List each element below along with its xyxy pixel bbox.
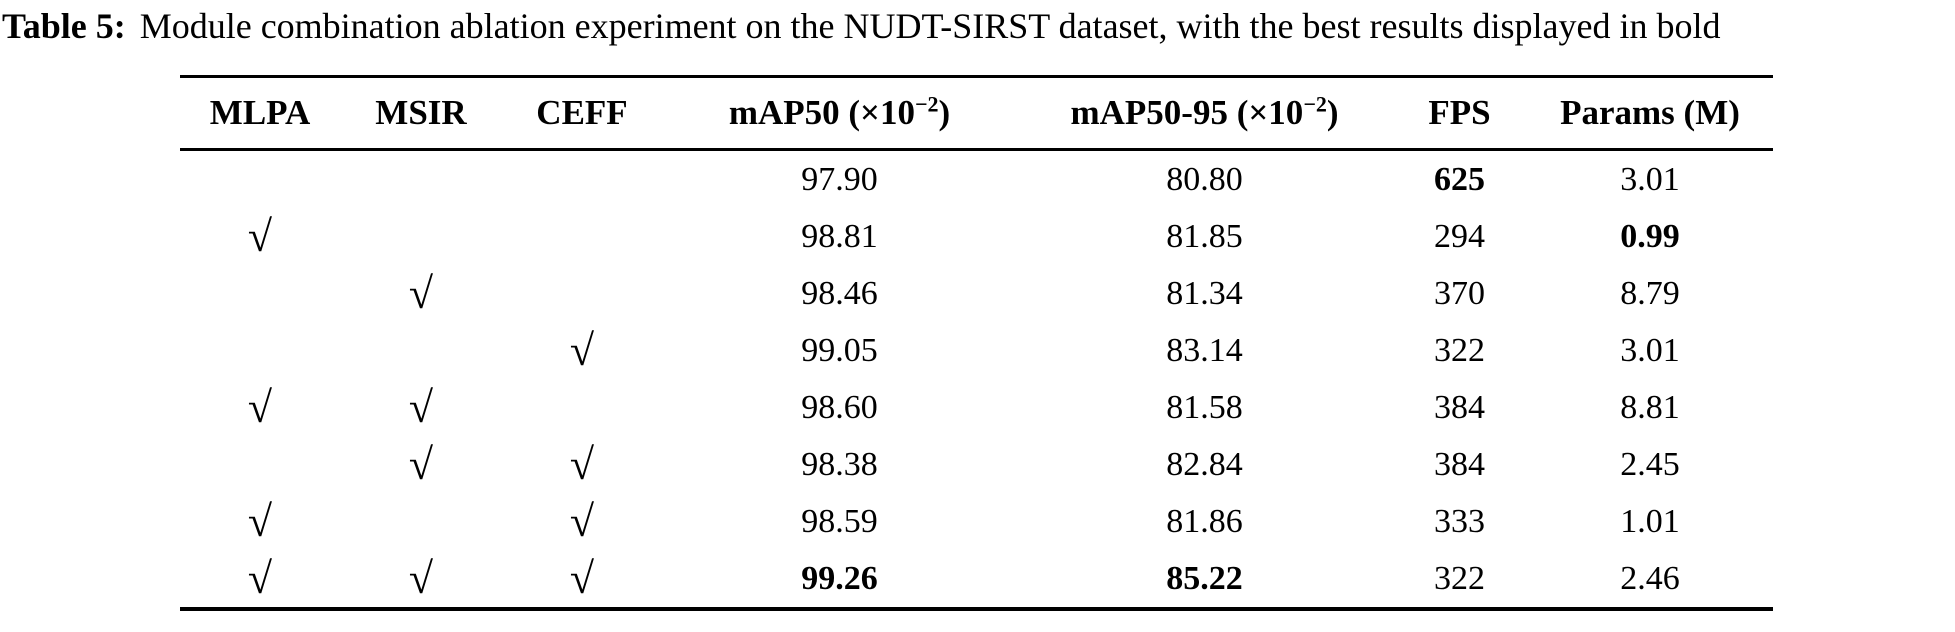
msir-check-cell: √ bbox=[408, 553, 434, 603]
params-value: 3.01 bbox=[1620, 331, 1680, 369]
map50-value: 99.05 bbox=[801, 331, 878, 369]
msir-check-cell bbox=[340, 208, 502, 265]
map50-value: 98.38 bbox=[801, 445, 878, 483]
map50-95-value: 81.34 bbox=[1166, 274, 1243, 312]
params-value: 2.45 bbox=[1620, 445, 1680, 483]
mlpa-check-cell: √ bbox=[247, 553, 273, 603]
map50-95-value: 81.58 bbox=[1166, 388, 1243, 426]
params-value: 8.79 bbox=[1620, 274, 1680, 312]
msir-check-cell: √ bbox=[408, 439, 434, 489]
params-value: 3.01 bbox=[1620, 160, 1680, 198]
col-header-map50-base: mAP50 (×10 bbox=[728, 93, 915, 132]
mlpa-check-cell bbox=[180, 265, 340, 322]
params-value: 2.46 bbox=[1620, 559, 1680, 597]
msir-check-cell: √ bbox=[408, 382, 434, 432]
col-header-params: Params (M) bbox=[1560, 93, 1740, 132]
fps-value: 322 bbox=[1434, 559, 1485, 597]
ceff-check-cell bbox=[502, 265, 662, 322]
map50-value: 97.90 bbox=[801, 160, 878, 198]
table-row: √ √ √ 99.26 85.22 322 2.46 bbox=[180, 550, 1773, 609]
fps-value: 625 bbox=[1434, 160, 1485, 198]
table-caption: Table 5: Module combination ablation expe… bbox=[2, 2, 1955, 50]
col-header-map50: mAP50 (×10−2) bbox=[662, 77, 1017, 150]
col-header-fps: FPS bbox=[1428, 93, 1491, 132]
col-header-map50-95: mAP50-95 (×10−2) bbox=[1017, 77, 1392, 150]
ceff-check-cell: √ bbox=[569, 325, 595, 375]
table-row: √ √ 98.38 82.84 384 2.45 bbox=[180, 436, 1773, 493]
map50-95-value: 80.80 bbox=[1166, 160, 1243, 198]
msir-check-cell bbox=[340, 493, 502, 550]
fps-value: 333 bbox=[1434, 502, 1485, 540]
table-row: √ 98.81 81.85 294 0.99 bbox=[180, 208, 1773, 265]
map50-value: 99.26 bbox=[801, 559, 878, 597]
col-header-map50-95-base: mAP50-95 (×10 bbox=[1070, 93, 1304, 132]
mlpa-check-cell bbox=[180, 436, 340, 493]
ceff-check-cell bbox=[502, 379, 662, 436]
params-value: 8.81 bbox=[1620, 388, 1680, 426]
mlpa-check-cell: √ bbox=[247, 211, 273, 261]
fps-value: 294 bbox=[1434, 217, 1485, 255]
map50-95-value: 83.14 bbox=[1166, 331, 1243, 369]
table-row: √ 98.46 81.34 370 8.79 bbox=[180, 265, 1773, 322]
col-header-ceff: CEFF bbox=[536, 93, 628, 132]
ablation-table: MLPA MSIR CEFF mAP50 (×10−2) mAP50-95 (×… bbox=[180, 75, 1773, 611]
header-row: MLPA MSIR CEFF mAP50 (×10−2) mAP50-95 (×… bbox=[180, 77, 1773, 150]
caption-text: Module combination ablation experiment o… bbox=[139, 6, 1721, 46]
map50-value: 98.81 bbox=[801, 217, 878, 255]
mlpa-check-cell: √ bbox=[247, 496, 273, 546]
map50-95-value: 85.22 bbox=[1166, 559, 1243, 597]
ceff-check-cell: √ bbox=[569, 553, 595, 603]
map50-value: 98.60 bbox=[801, 388, 878, 426]
mlpa-check-cell: √ bbox=[247, 382, 273, 432]
map50-95-value: 81.86 bbox=[1166, 502, 1243, 540]
ceff-check-cell bbox=[502, 150, 662, 209]
map50-95-value: 82.84 bbox=[1166, 445, 1243, 483]
map50-95-value: 81.85 bbox=[1166, 217, 1243, 255]
map50-value: 98.46 bbox=[801, 274, 878, 312]
col-header-mlpa: MLPA bbox=[209, 93, 311, 132]
fps-value: 384 bbox=[1434, 388, 1485, 426]
table-row: 97.90 80.80 625 3.01 bbox=[180, 150, 1773, 209]
col-header-map50-exponent: −2 bbox=[914, 91, 939, 117]
caption-label: Table 5: bbox=[2, 6, 126, 46]
table-row: √ 99.05 83.14 322 3.01 bbox=[180, 322, 1773, 379]
mlpa-check-cell bbox=[180, 322, 340, 379]
msir-check-cell bbox=[340, 322, 502, 379]
col-header-map50-suffix: ) bbox=[938, 93, 951, 132]
ceff-check-cell: √ bbox=[569, 439, 595, 489]
msir-check-cell bbox=[340, 150, 502, 209]
ceff-check-cell bbox=[502, 208, 662, 265]
ceff-check-cell: √ bbox=[569, 496, 595, 546]
params-value: 0.99 bbox=[1620, 217, 1680, 255]
fps-value: 322 bbox=[1434, 331, 1485, 369]
map50-value: 98.59 bbox=[801, 502, 878, 540]
params-value: 1.01 bbox=[1620, 502, 1680, 540]
col-header-map50-95-suffix: ) bbox=[1326, 93, 1339, 132]
table-row: √ √ 98.60 81.58 384 8.81 bbox=[180, 379, 1773, 436]
col-header-msir: MSIR bbox=[375, 93, 467, 132]
table-row: √ √ 98.59 81.86 333 1.01 bbox=[180, 493, 1773, 550]
msir-check-cell: √ bbox=[408, 268, 434, 318]
mlpa-check-cell bbox=[180, 150, 340, 209]
fps-value: 384 bbox=[1434, 445, 1485, 483]
col-header-map50-95-exponent: −2 bbox=[1303, 91, 1327, 117]
fps-value: 370 bbox=[1434, 274, 1485, 312]
